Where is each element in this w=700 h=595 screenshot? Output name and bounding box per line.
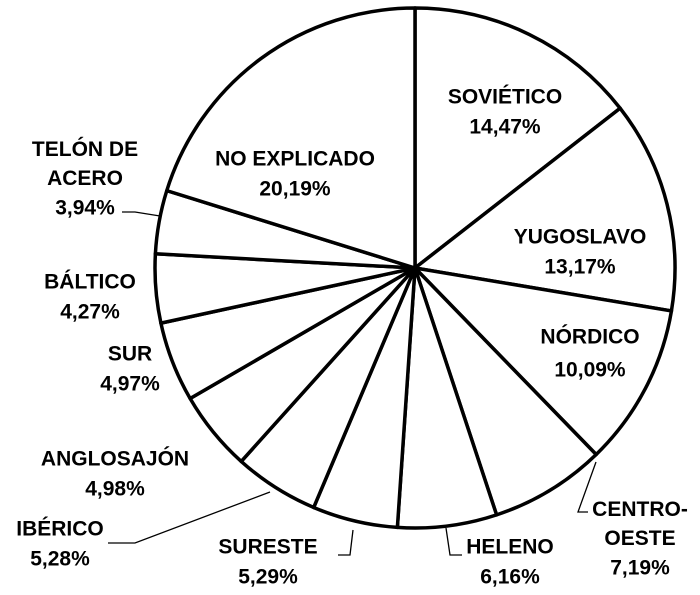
slice-label: IBÉRICO (16, 518, 104, 541)
value-label: 14,47% (469, 116, 541, 139)
value-label: 4,97% (100, 373, 160, 396)
value-label: 6,16% (480, 566, 540, 589)
value-label: 5,28% (30, 548, 90, 571)
slice-label: CENTRO- OESTE (592, 498, 688, 550)
leader-line (108, 491, 271, 544)
value-label: 20,19% (259, 178, 331, 201)
leader-line (338, 529, 354, 556)
value-label: 7,19% (610, 557, 670, 580)
value-label: 4,98% (85, 478, 145, 501)
value-label: 10,09% (554, 359, 626, 382)
value-label: 13,17% (544, 256, 616, 279)
pie-slice (165, 6, 417, 270)
pie-slice (413, 6, 622, 270)
slice-label: NÓRDICO (540, 325, 639, 349)
slice-label: TELÓN DE ACERO (32, 137, 138, 190)
label-line: ACERO (47, 167, 123, 190)
slice-label: SOVIÉTICO (448, 86, 562, 109)
value-label: 4,27% (60, 301, 120, 324)
pie-slice (413, 106, 677, 313)
value-label: 3,94% (55, 197, 115, 220)
value-label: 5,29% (238, 566, 298, 589)
leader-line (577, 461, 597, 513)
leader-line (122, 211, 161, 217)
pie-slice (413, 266, 598, 517)
label-line: TELÓN DE (32, 137, 138, 161)
pie-slice (413, 266, 674, 457)
label-line: CENTRO- (592, 498, 688, 521)
slice-label: HELENO (466, 536, 554, 559)
slice-label: NO EXPLICADO (215, 148, 375, 171)
slice-label: SUR (108, 343, 152, 366)
slice-label: SURESTE (218, 536, 317, 559)
slice-label: BÁLTICO (44, 271, 136, 294)
slice-label: YUGOSLAVO (514, 226, 647, 249)
label-line: OESTE (604, 527, 675, 550)
leader-line (445, 527, 462, 556)
slice-label: ANGLOSAJÓN (41, 447, 189, 471)
